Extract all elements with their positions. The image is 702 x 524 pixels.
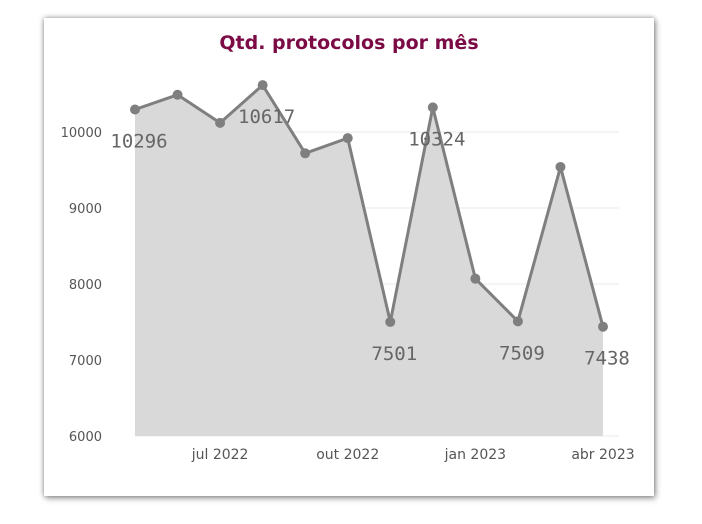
y-tick-label: 9000	[69, 202, 102, 217]
data-label: 7501	[371, 343, 417, 365]
data-label: 10324	[408, 128, 465, 150]
area-fill	[135, 85, 603, 436]
data-point	[598, 321, 608, 332]
chart-title: Qtd. protocolos por mês	[219, 32, 479, 54]
x-tick-label: abr 2023	[571, 447, 634, 463]
y-tick-label: 8000	[69, 278, 102, 293]
y-tick-label: 6000	[69, 430, 102, 445]
x-tick-label: jan 2023	[444, 447, 506, 463]
series-line	[134, 83, 605, 328]
data-point	[342, 133, 353, 144]
chart-card: Qtd. protocolos por mês 6000 7000 8000 9000…	[44, 18, 654, 496]
data-point	[215, 117, 226, 128]
area-chart: 6000 7000 8000 9000 10000 10296 10617 7501 10324…	[61, 80, 635, 463]
data-point	[300, 148, 311, 159]
x-tick-label: out 2022	[316, 447, 379, 463]
data-point	[470, 273, 481, 284]
data-point	[555, 161, 566, 172]
data-point	[512, 316, 523, 327]
data-point	[130, 104, 140, 115]
data-point	[427, 102, 438, 113]
data-point	[172, 89, 183, 100]
data-label: 7509	[499, 342, 545, 364]
y-tick-label: 7000	[69, 354, 102, 369]
data-label: 7438	[584, 348, 630, 370]
data-label: 10617	[238, 106, 295, 128]
x-tick-label: jul 2022	[191, 447, 249, 463]
y-tick-label: 10000	[61, 126, 102, 141]
data-point	[385, 316, 396, 327]
data-point	[257, 80, 268, 91]
data-label: 10296	[110, 131, 167, 153]
